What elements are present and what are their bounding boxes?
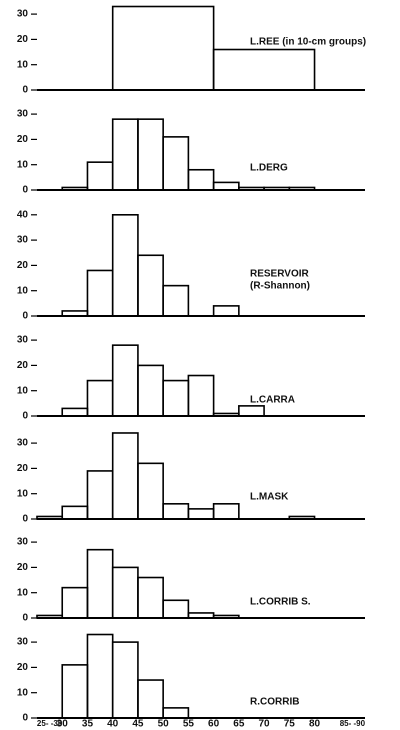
y-tick-label: 30 xyxy=(17,335,29,346)
histogram-bar xyxy=(212,305,240,317)
y-tick-label: 30 xyxy=(17,637,29,648)
histogram-bar xyxy=(212,503,240,520)
histogram-bar xyxy=(187,508,215,520)
y-tick-label: 10 xyxy=(17,687,29,698)
histogram-bar xyxy=(86,633,114,719)
panel-label: L.REE (in 10-cm groups) xyxy=(250,37,366,48)
y-tick-label: 0 xyxy=(22,411,28,422)
x-tick-label: 55 xyxy=(183,719,195,730)
histogram-bar xyxy=(137,576,164,619)
y-tick-label: 10 xyxy=(17,587,29,598)
y-tick-label: 40 xyxy=(17,209,29,220)
y-tick-label: 10 xyxy=(17,159,29,170)
histogram-bar xyxy=(162,136,190,191)
histogram-bar xyxy=(238,186,265,191)
histogram-bar xyxy=(187,168,215,191)
x-tick-label: 35 xyxy=(82,719,94,730)
histogram-bar xyxy=(263,186,291,191)
histogram-bar xyxy=(111,118,139,191)
histogram-bar xyxy=(162,379,190,417)
panel-label: L.CARRA xyxy=(250,395,295,406)
histogram-bar xyxy=(212,412,240,417)
y-tick-label: 20 xyxy=(17,360,29,371)
panel-label: L.MASK xyxy=(250,492,289,503)
x-tick-label: 50 xyxy=(158,719,170,730)
histogram-bar xyxy=(137,254,164,317)
x-tick-label: 60 xyxy=(208,719,220,730)
histogram-bar xyxy=(137,364,164,417)
histogram-bar xyxy=(238,405,265,417)
histogram-bar xyxy=(162,284,190,317)
y-tick-label: 30 xyxy=(17,235,29,246)
histogram-bar xyxy=(36,515,64,520)
y-tick-label: 30 xyxy=(17,537,29,548)
x-tick-label: 30 xyxy=(57,719,69,730)
x-tick-label: 65 xyxy=(233,719,245,730)
x-tick-label: 75 xyxy=(284,719,296,730)
histogram-bar xyxy=(212,181,240,191)
histogram-bar xyxy=(86,161,114,191)
histogram-bar xyxy=(61,186,89,191)
histogram-bar xyxy=(111,432,139,520)
histogram-bar xyxy=(86,269,114,317)
y-tick-label: 20 xyxy=(17,260,29,271)
y-tick-label: 0 xyxy=(22,713,28,724)
y-tick-label: 0 xyxy=(22,185,28,196)
histogram-bar xyxy=(187,612,215,619)
y-tick-label: 30 xyxy=(17,109,29,120)
x-tick-label: 85- -90 xyxy=(340,719,366,728)
histogram-bar xyxy=(111,566,139,619)
y-tick-label: 10 xyxy=(17,285,29,296)
panel-label: L.CORRIB S. xyxy=(250,597,311,608)
histogram-bar xyxy=(61,310,89,317)
y-tick-label: 0 xyxy=(22,514,28,525)
histogram-bar xyxy=(162,503,190,520)
y-tick-label: 30 xyxy=(17,438,29,449)
histogram-bar xyxy=(212,614,240,619)
y-tick-label: 20 xyxy=(17,34,29,45)
histogram-bar xyxy=(86,470,114,520)
y-tick-label: 0 xyxy=(22,613,28,624)
histogram-bar xyxy=(61,586,89,619)
histogram-bar xyxy=(111,641,139,719)
panel-label: R.CORRIB xyxy=(250,697,299,708)
y-tick-label: 10 xyxy=(17,488,29,499)
x-tick-label: 40 xyxy=(107,719,119,730)
histogram-bar xyxy=(61,505,89,520)
histogram-bar xyxy=(137,679,164,719)
histogram-bar xyxy=(111,214,139,317)
histogram-bar xyxy=(61,664,89,719)
histogram-bar xyxy=(137,462,164,520)
histogram-bar xyxy=(288,515,316,520)
panel-label: L.DERG xyxy=(250,163,288,174)
y-tick-label: 20 xyxy=(17,463,29,474)
y-tick-label: 20 xyxy=(17,662,29,673)
x-tick-label: 45 xyxy=(132,719,144,730)
y-tick-label: 30 xyxy=(17,9,29,20)
panel-label: RESERVOIR xyxy=(250,269,309,280)
panel-sublabel: (R-Shannon) xyxy=(250,281,310,292)
histogram-bar xyxy=(137,118,164,191)
histogram-bar xyxy=(61,407,89,417)
histogram-bar xyxy=(212,48,316,91)
x-tick-label: 80 xyxy=(309,719,321,730)
y-tick-label: 10 xyxy=(17,59,29,70)
histogram-bar xyxy=(187,374,215,417)
x-tick-label: 70 xyxy=(259,719,271,730)
x-tick-label: 25- -30 xyxy=(37,719,63,728)
histogram-bar xyxy=(86,548,114,619)
y-tick-label: 20 xyxy=(17,562,29,573)
histogram-bar xyxy=(288,186,316,191)
y-tick-label: 0 xyxy=(22,311,28,322)
histogram-bar xyxy=(36,614,64,619)
histogram-bar xyxy=(111,344,139,417)
histogram-bar xyxy=(162,599,190,619)
y-tick-label: 0 xyxy=(22,85,28,96)
y-tick-label: 10 xyxy=(17,385,29,396)
y-tick-label: 20 xyxy=(17,134,29,145)
histogram-bar xyxy=(86,379,114,417)
histogram-bar xyxy=(111,5,215,91)
histogram-bar xyxy=(162,707,190,719)
